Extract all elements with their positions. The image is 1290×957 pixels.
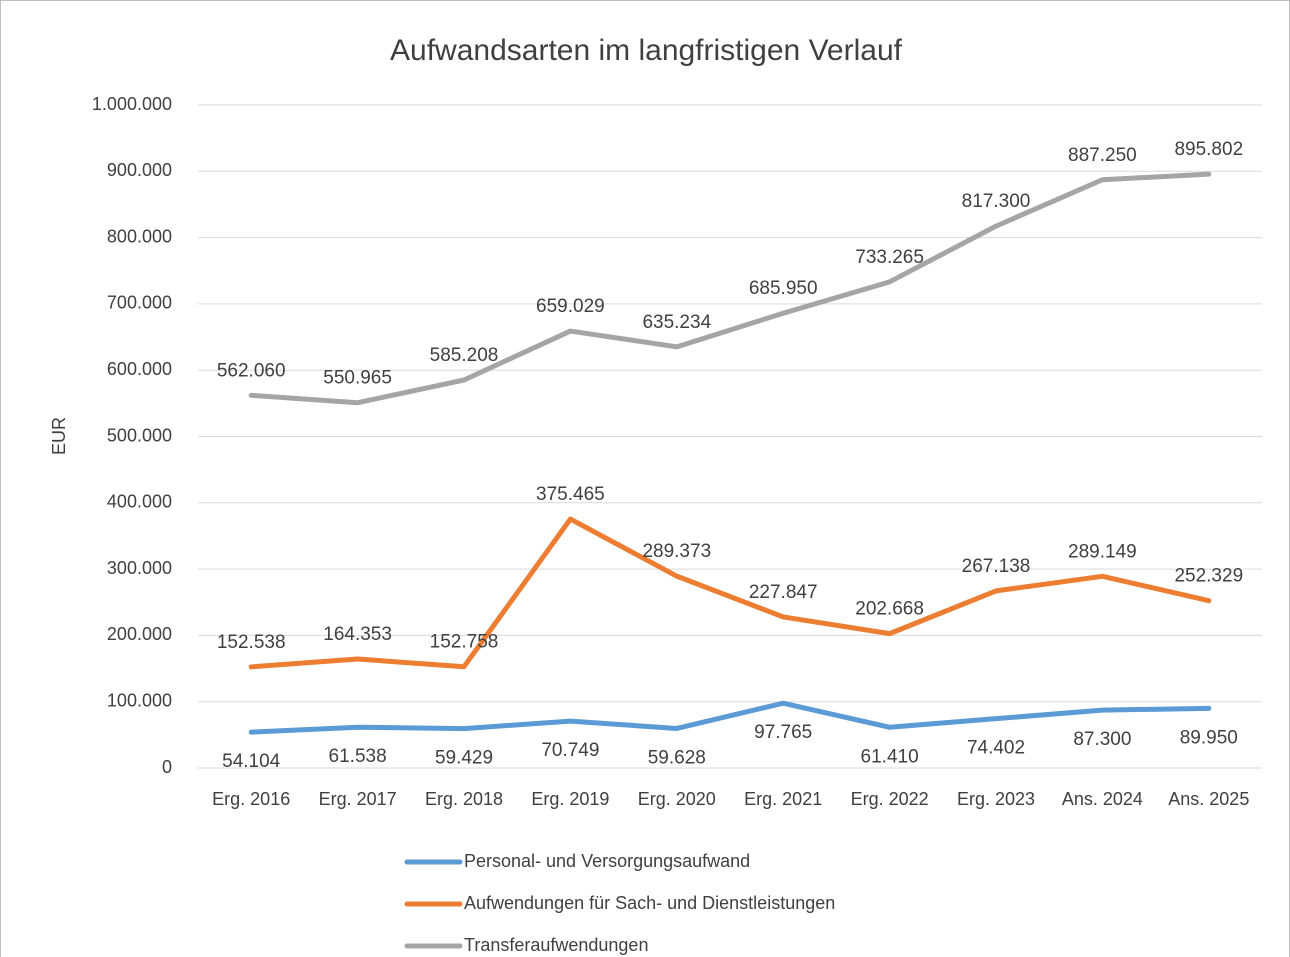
- x-tick-label: Erg. 2018: [425, 789, 503, 809]
- y-tick-label: 900.000: [107, 160, 172, 180]
- data-label: 164.353: [323, 624, 392, 645]
- data-label: 635.234: [642, 312, 711, 333]
- data-label: 817.300: [962, 191, 1031, 212]
- data-label: 74.402: [967, 738, 1025, 759]
- y-tick-label: 600.000: [107, 359, 172, 379]
- y-tick-label: 800.000: [107, 226, 172, 246]
- x-tick-label: Erg. 2021: [744, 789, 822, 809]
- data-label: 659.029: [536, 296, 605, 317]
- data-label: 252.329: [1174, 566, 1243, 587]
- data-label: 733.265: [855, 247, 924, 268]
- y-tick-label: 200.000: [107, 624, 172, 644]
- data-label: 550.965: [323, 368, 392, 389]
- data-label: 70.749: [541, 740, 599, 761]
- data-label: 89.950: [1180, 727, 1238, 748]
- x-tick-label: Erg. 2022: [851, 789, 929, 809]
- x-tick-label: Erg. 2020: [638, 789, 716, 809]
- data-label: 375.465: [536, 484, 605, 505]
- series-line: [248, 171, 1212, 406]
- x-tick-label: Ans. 2024: [1062, 789, 1143, 809]
- y-tick-label: 1.000.000: [92, 94, 172, 114]
- x-tick-label: Erg. 2016: [212, 789, 290, 809]
- data-label: 61.410: [861, 746, 919, 767]
- data-label: 97.765: [754, 722, 812, 743]
- data-label: 685.950: [749, 278, 818, 299]
- chart-title: Aufwandsarten im langfristigen Verlauf: [390, 34, 903, 67]
- data-label: 562.060: [217, 360, 286, 381]
- data-label: 202.668: [855, 599, 924, 620]
- y-tick-label: 400.000: [107, 492, 172, 512]
- y-tick-label: 300.000: [107, 558, 172, 578]
- y-tick-label: 500.000: [107, 425, 172, 445]
- data-label: 895.802: [1174, 139, 1243, 160]
- x-tick-label: Erg. 2017: [319, 789, 397, 809]
- y-tick-label: 100.000: [107, 690, 172, 710]
- data-label: 887.250: [1068, 145, 1137, 166]
- legend-label: Personal- und Versorgungsaufwand: [464, 851, 750, 871]
- x-tick-label: Erg. 2023: [957, 789, 1035, 809]
- data-label: 61.538: [329, 746, 387, 767]
- y-axis-label: EUR: [49, 417, 69, 455]
- data-label: 152.538: [217, 632, 286, 653]
- data-label: 59.628: [648, 747, 706, 768]
- data-label: 54.104: [222, 751, 281, 772]
- data-label: 289.149: [1068, 541, 1137, 562]
- data-label: 267.138: [962, 556, 1031, 577]
- y-tick-label: 700.000: [107, 293, 172, 313]
- series-line: [248, 700, 1212, 735]
- x-tick-label: Ans. 2025: [1168, 789, 1249, 809]
- data-label: 152.758: [430, 632, 499, 653]
- data-label: 585.208: [430, 345, 499, 366]
- data-label: 59.429: [435, 748, 493, 769]
- x-tick-label: Erg. 2019: [531, 789, 609, 809]
- legend-label: Aufwendungen für Sach- und Dienstleistun…: [464, 893, 835, 913]
- data-label: 227.847: [749, 582, 818, 603]
- series-line: [248, 516, 1212, 670]
- data-label: 87.300: [1073, 729, 1131, 750]
- y-tick-label: 0: [162, 757, 172, 777]
- data-label: 289.373: [642, 541, 711, 562]
- legend-label: Transferaufwendungen: [464, 935, 648, 955]
